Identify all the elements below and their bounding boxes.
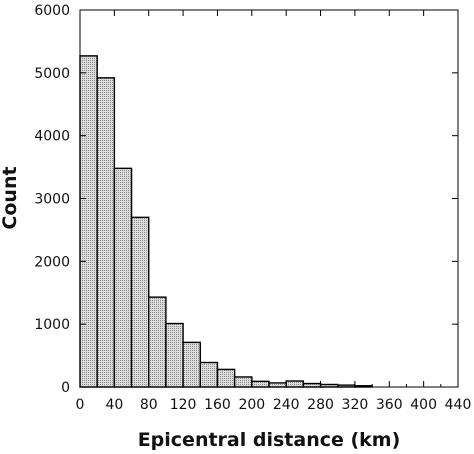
x-tick-label: 80	[140, 397, 158, 413]
histogram-bar	[285, 380, 305, 388]
y-tick-label: 6000	[34, 3, 70, 19]
histogram-bar	[182, 341, 201, 388]
histogram-bar	[233, 376, 253, 388]
histogram-bar	[165, 322, 184, 388]
x-axis-title: Epicentral distance (km)	[138, 429, 401, 451]
x-tick-label: 40	[105, 397, 123, 413]
y-tick-label: 0	[61, 380, 70, 396]
x-tick-label: 400	[410, 397, 437, 413]
y-axis-title: Count	[0, 166, 21, 229]
x-tick-label: 280	[307, 397, 334, 413]
x-tick-label: 240	[273, 397, 300, 413]
y-tick-label: 3000	[34, 192, 70, 208]
ticks-group: 0 1000 2000 3000 4000 5000 6000 0 40 80 120 160 200 2…	[34, 3, 471, 413]
x-tick-label: 0	[76, 397, 85, 413]
x-tick-label: 160	[204, 397, 231, 413]
histogram-bar	[251, 380, 270, 388]
y-tick-label: 2000	[34, 254, 70, 270]
y-tick-label: 1000	[34, 317, 70, 333]
histogram-bar	[113, 167, 133, 388]
histogram-bar	[130, 216, 150, 388]
histogram-bar	[199, 361, 219, 388]
y-tick-label: 5000	[34, 66, 70, 82]
histogram-bar	[148, 296, 167, 388]
y-tick-label: 4000	[34, 129, 70, 145]
histogram-bar	[268, 382, 287, 388]
x-tick-label: 360	[376, 397, 403, 413]
histogram-bar	[216, 368, 236, 388]
x-tick-label: 440	[445, 397, 472, 413]
histogram-bar	[96, 77, 116, 388]
bars-group	[79, 55, 373, 388]
histogram-bar	[302, 382, 322, 388]
x-tick-label: 200	[238, 397, 265, 413]
histogram-bar	[79, 55, 98, 388]
x-tick-label: 120	[170, 397, 197, 413]
x-tick-label: 320	[342, 397, 369, 413]
